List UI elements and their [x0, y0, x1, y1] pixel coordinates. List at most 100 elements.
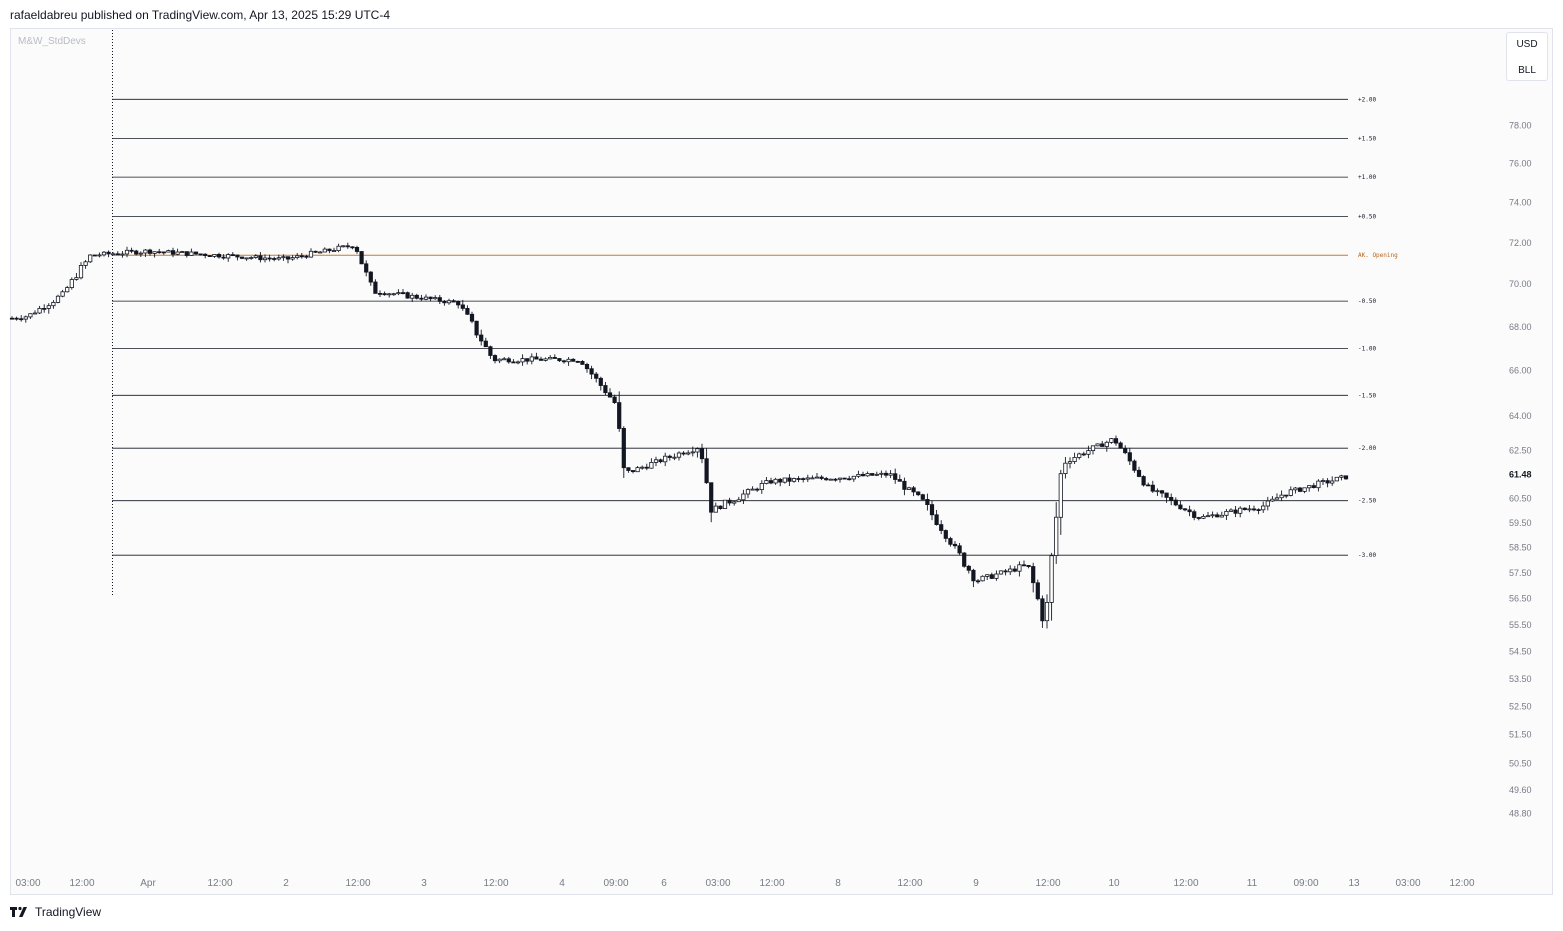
candle-body [828, 478, 833, 481]
candle-body [971, 569, 976, 582]
candle-body [1343, 475, 1349, 480]
candle-254 [1178, 501, 1183, 510]
candle-body [920, 494, 925, 500]
candle-body [1159, 490, 1165, 494]
candle-body [120, 253, 125, 256]
candle-body [1173, 499, 1178, 506]
candle-42 [203, 253, 208, 259]
candle-body [1334, 476, 1339, 482]
candle-body [492, 355, 498, 362]
candle-body [939, 524, 944, 531]
x-tick-10: 6 [661, 878, 667, 889]
candle-body [341, 245, 346, 248]
candle-body [686, 452, 691, 455]
candle-body [1274, 497, 1280, 500]
candle-body [874, 473, 879, 476]
candle-body [175, 251, 180, 255]
candle-body [331, 250, 337, 253]
candle-289 [1339, 474, 1344, 481]
candle-55 [262, 254, 268, 263]
candle-body [308, 250, 314, 258]
candle-86 [405, 291, 410, 299]
candle-210 [975, 579, 981, 584]
candle-body [814, 476, 820, 479]
candle-39 [189, 248, 194, 256]
candle-216 [1003, 569, 1008, 576]
candle-body [640, 466, 645, 469]
candle-185 [860, 471, 866, 477]
candle-63 [299, 252, 304, 259]
candle-body [699, 448, 705, 460]
candle-83 [391, 292, 396, 296]
candle-208 [966, 564, 971, 574]
candle-143 [667, 454, 672, 461]
candle-264 [1224, 509, 1229, 520]
candle-47 [226, 253, 231, 262]
candle-194 [902, 477, 907, 496]
candle-body [1251, 508, 1257, 511]
candle-body [916, 491, 921, 496]
candle-77 [364, 260, 369, 277]
candle-body [1077, 453, 1082, 458]
candle-195 [906, 486, 912, 490]
candle-body [1224, 510, 1229, 516]
candle-body [239, 256, 245, 259]
candle-87 [410, 292, 415, 302]
y-axis: 78.00 76.00 74.00 72.00 70.00 68.00 66.00 64.00… [1509, 120, 1532, 818]
tradingview-footer[interactable]: TradingView [10, 905, 101, 919]
candle-138 [644, 463, 649, 471]
candle-body [571, 358, 576, 362]
candle-163 [759, 480, 764, 494]
x-tick-17: 10 [1108, 878, 1120, 889]
candle-280 [1297, 487, 1303, 493]
candle-54 [258, 252, 263, 263]
candle-212 [985, 574, 990, 580]
currency-unit-selector[interactable]: USD BLL [1506, 32, 1548, 81]
candle-126 [589, 365, 594, 380]
candle-body [414, 294, 419, 299]
candle-40 [193, 251, 199, 256]
candle-body [65, 287, 70, 293]
y-tick-3: 72.00 [1509, 238, 1532, 248]
candle-134 [626, 467, 631, 473]
chart-frame[interactable] [10, 28, 1553, 895]
candle-body [580, 360, 585, 365]
candle-110 [515, 360, 521, 365]
candle-48 [230, 252, 235, 257]
candle-49 [235, 254, 240, 261]
candle-275 [1274, 493, 1280, 500]
tradingview-logo-icon [10, 906, 27, 917]
candle-body [534, 356, 539, 360]
candle-247 [1146, 482, 1151, 487]
candle-body [851, 475, 856, 480]
candle-body [336, 245, 341, 251]
candle-132 [617, 391, 622, 432]
candle-body [1201, 516, 1206, 519]
candle-177 [824, 477, 829, 481]
candle-7 [42, 304, 47, 313]
candle-226 [1049, 552, 1054, 621]
indicator-name: M&W_StdDevs [18, 36, 86, 47]
candle-body [1123, 447, 1128, 454]
candle-body [1247, 508, 1252, 511]
candle-body [736, 499, 741, 503]
x-tick-11: 03:00 [705, 878, 730, 889]
candle-body [718, 505, 723, 510]
candle-body [272, 258, 277, 260]
candle-body [1215, 514, 1220, 518]
candle-body [488, 346, 493, 356]
candle-107 [502, 357, 507, 361]
x-tick-16: 12:00 [1035, 878, 1060, 889]
candle-body [400, 292, 406, 295]
level-label-0: +2.00 [1358, 96, 1376, 103]
candles [9, 242, 1349, 629]
candle-body [368, 271, 373, 283]
candle-268 [1242, 507, 1247, 511]
candle-9 [51, 300, 56, 309]
candle-10 [55, 294, 61, 304]
candle-body [962, 552, 967, 567]
candle-body [474, 320, 479, 336]
candle-287 [1330, 476, 1335, 486]
candle-body [1196, 517, 1201, 519]
